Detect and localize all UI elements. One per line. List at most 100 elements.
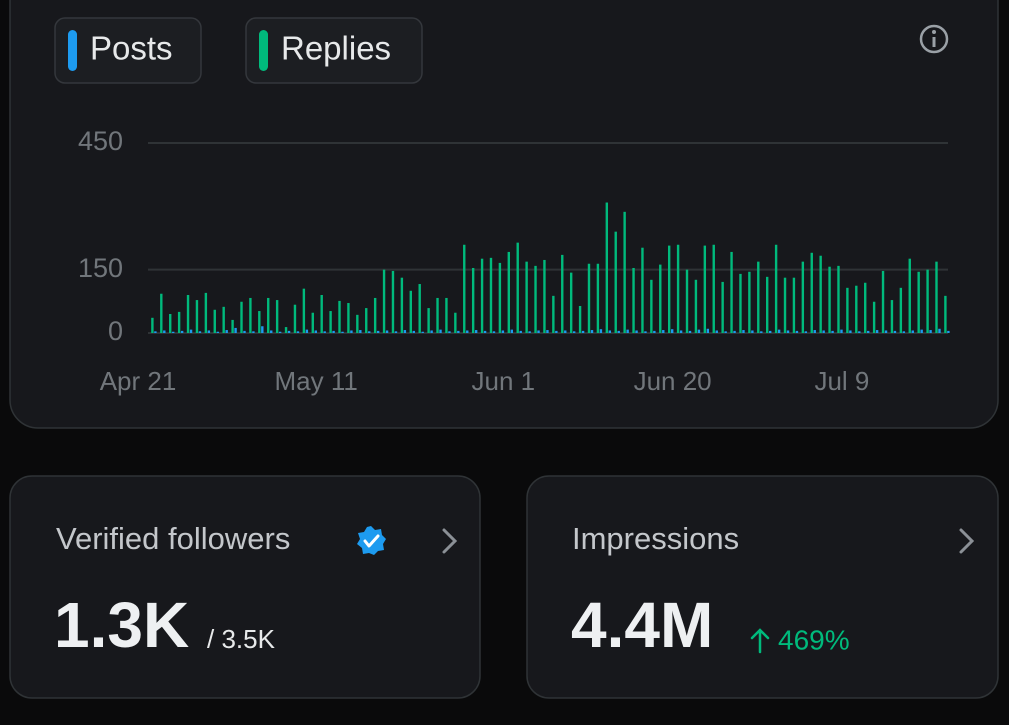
card[interactable] — [526, 475, 999, 699]
bar — [935, 261, 938, 333]
bar — [483, 330, 487, 333]
card[interactable] — [9, 475, 481, 699]
bar — [587, 263, 591, 333]
bar — [311, 312, 314, 333]
bar — [213, 309, 216, 333]
bar — [471, 267, 475, 333]
legend-item[interactable]: Posts — [54, 17, 202, 84]
y-tick-label: 0 — [108, 316, 123, 346]
bar — [715, 330, 718, 333]
bar — [222, 306, 225, 333]
y-tick-label: 150 — [78, 253, 123, 283]
bar — [436, 297, 439, 333]
bar — [267, 297, 270, 333]
bar — [186, 295, 190, 333]
x-tick-label: Jul 9 — [814, 366, 869, 396]
bar — [938, 328, 941, 333]
bar — [391, 270, 395, 333]
bar — [373, 297, 377, 333]
card-title: Verified followers — [56, 521, 290, 556]
bar — [569, 272, 573, 333]
bar — [760, 331, 763, 333]
bar — [703, 245, 707, 333]
legend-chip[interactable] — [54, 17, 202, 84]
bar — [498, 262, 502, 333]
bar — [840, 329, 843, 333]
bar — [528, 331, 531, 333]
bar — [730, 251, 733, 333]
up-arrow — [750, 628, 770, 654]
card-value: 4.4M — [571, 589, 713, 661]
bar — [525, 261, 528, 333]
bar — [849, 330, 852, 333]
bar — [421, 331, 424, 333]
bar — [368, 331, 371, 333]
bar — [278, 331, 282, 333]
bar — [204, 292, 208, 333]
bar — [359, 330, 362, 333]
bar — [831, 330, 834, 333]
bar — [742, 330, 745, 333]
chevron[interactable] — [959, 528, 975, 554]
bar — [382, 269, 386, 333]
bar — [697, 329, 701, 333]
bar — [412, 330, 415, 333]
legend-item[interactable]: Replies — [245, 17, 423, 84]
bar — [507, 251, 511, 333]
bar — [929, 330, 932, 333]
bar — [270, 330, 273, 333]
bar — [466, 330, 469, 333]
bar — [596, 263, 600, 333]
bar — [804, 331, 808, 333]
bar — [858, 331, 861, 333]
bar — [572, 331, 576, 333]
bar — [837, 265, 840, 333]
bar — [926, 269, 929, 333]
card-value: 1.3K — [54, 589, 189, 661]
bar — [688, 330, 692, 333]
bar — [872, 301, 876, 333]
bar — [632, 267, 635, 333]
bar — [169, 314, 172, 333]
chevron[interactable] — [442, 528, 458, 554]
bar — [252, 331, 255, 333]
bar — [376, 330, 380, 333]
bar — [225, 330, 228, 333]
bar — [644, 331, 647, 333]
bar — [893, 330, 897, 333]
bar — [261, 326, 264, 333]
legend-label: Replies — [281, 30, 391, 67]
info-icon[interactable] — [919, 24, 949, 54]
bar — [160, 293, 163, 333]
verified-badge — [357, 526, 386, 555]
bar — [864, 282, 867, 333]
bar — [724, 331, 727, 333]
bar — [480, 258, 484, 333]
bar — [795, 330, 799, 333]
legend-swatch — [68, 30, 77, 71]
bar — [867, 330, 870, 333]
bar — [350, 330, 353, 333]
card-total: / 3.5K — [207, 624, 276, 654]
bar — [163, 330, 166, 333]
bar — [679, 330, 683, 333]
bar — [284, 327, 288, 333]
bar — [555, 330, 558, 333]
bar — [712, 244, 715, 333]
bar — [519, 330, 522, 333]
bar — [846, 287, 849, 333]
bar — [492, 331, 496, 333]
bar — [275, 300, 279, 333]
bar — [783, 277, 787, 333]
y-tick-label: 450 — [78, 126, 123, 156]
bar — [195, 300, 199, 333]
bar — [774, 244, 778, 333]
bar — [430, 330, 433, 333]
bar — [501, 330, 505, 333]
bar — [626, 329, 629, 333]
bar — [365, 308, 368, 333]
bar — [751, 330, 754, 333]
bar — [534, 265, 537, 333]
legend-chip[interactable] — [245, 17, 423, 84]
